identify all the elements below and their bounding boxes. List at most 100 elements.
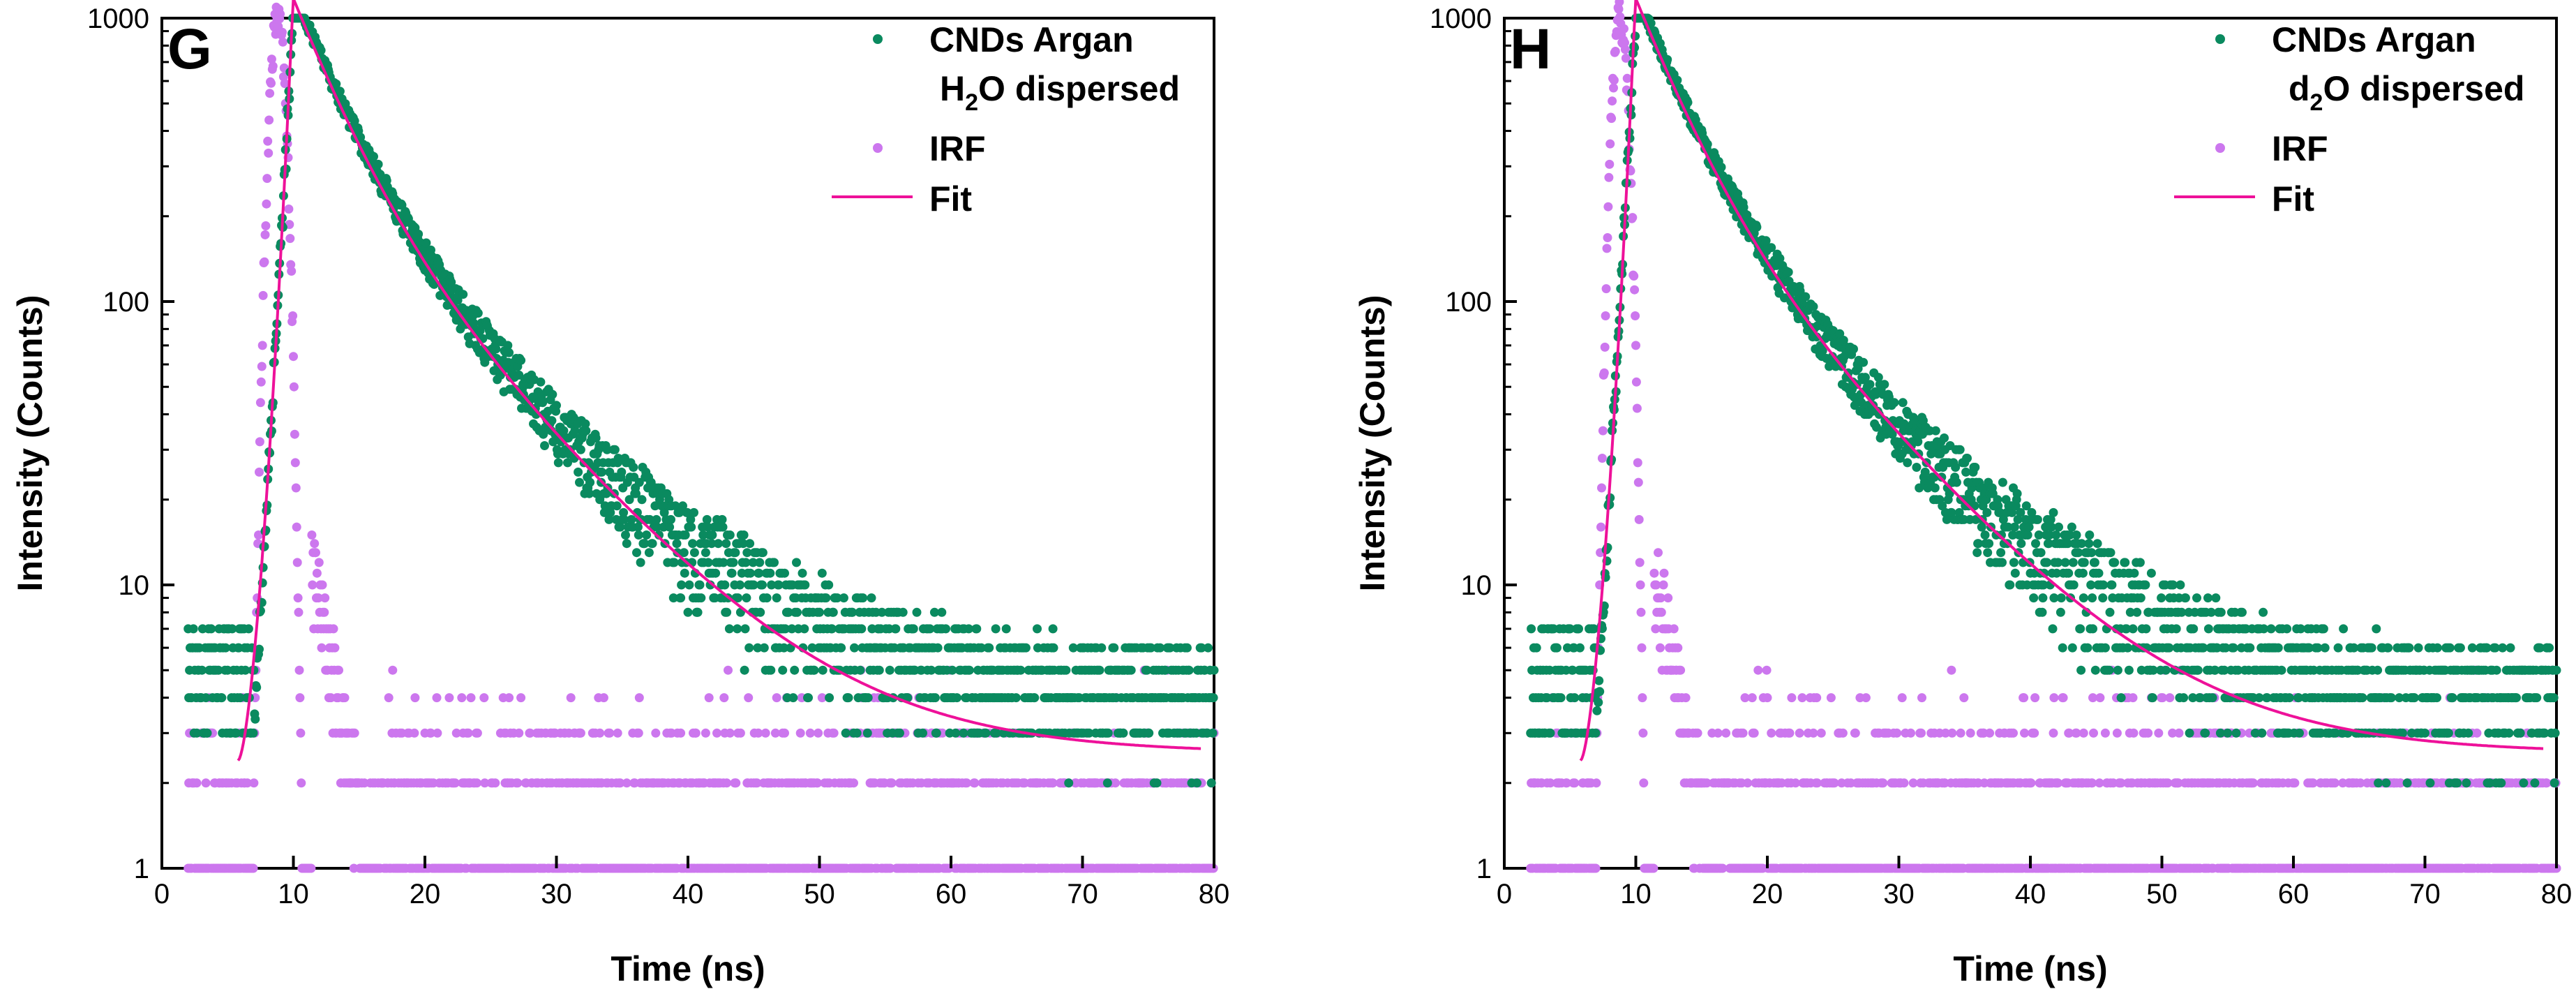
sample-point	[742, 593, 751, 603]
sample-point	[1064, 778, 1074, 788]
sample-point	[863, 693, 873, 703]
irf-point	[1631, 341, 1640, 350]
irf-point	[1762, 665, 1772, 675]
irf-point	[849, 778, 858, 788]
sample-point	[784, 607, 793, 617]
irf-point	[280, 79, 290, 89]
irf-point	[722, 778, 732, 788]
irf-point	[1605, 139, 1615, 149]
irf-point	[278, 27, 287, 37]
sample-point	[824, 580, 834, 590]
sample-point	[832, 593, 842, 603]
sample-point	[553, 458, 563, 468]
irf-point	[308, 580, 317, 590]
solvent-subscript: 2	[965, 89, 978, 116]
irf-point	[261, 221, 271, 230]
sample-point	[335, 87, 345, 96]
irf-point	[255, 467, 264, 477]
sample-point	[951, 728, 961, 738]
irf-point	[634, 728, 643, 738]
irf-point	[472, 728, 482, 738]
sample-point	[912, 607, 922, 617]
sample-point	[738, 539, 748, 549]
irf-point	[1809, 728, 1818, 738]
irf-point	[1628, 213, 1638, 223]
irf-point	[1838, 728, 1848, 738]
irf-point	[691, 728, 701, 738]
irf-point	[192, 778, 202, 788]
irf-point	[1637, 643, 1647, 653]
sample-point	[645, 514, 654, 524]
sample-point	[848, 607, 858, 617]
irf-point	[201, 778, 211, 788]
irf-point	[1749, 728, 1759, 738]
irf-point	[2330, 778, 2339, 788]
irf-point	[260, 257, 269, 267]
irf-point	[258, 290, 268, 300]
sample-point	[1061, 665, 1071, 675]
sample-point	[207, 624, 216, 634]
irf-point	[2154, 728, 2164, 738]
sample-point	[1021, 643, 1031, 653]
sample-point	[1097, 643, 1107, 653]
irf-point	[388, 665, 398, 675]
irf-point	[1899, 778, 1909, 788]
irf-point	[651, 728, 661, 738]
sample-point	[666, 514, 675, 524]
sample-point	[244, 624, 253, 634]
sample-point	[874, 665, 884, 675]
sample-point	[1204, 643, 1213, 653]
sample-point	[634, 530, 643, 540]
irf-point	[491, 778, 500, 788]
sample-point	[1118, 728, 1128, 738]
irf-point	[514, 728, 524, 738]
irf-point	[2049, 728, 2058, 738]
irf-point	[433, 728, 442, 738]
irf-point	[1656, 607, 1666, 617]
sample-point	[1182, 643, 1192, 653]
sample-point	[597, 467, 606, 477]
irf-point	[615, 778, 625, 788]
sample-point	[581, 419, 590, 429]
sample-point	[774, 580, 784, 590]
irf-point	[605, 728, 615, 738]
sample-point	[748, 558, 758, 567]
sample-point	[964, 624, 973, 634]
irf-point	[1636, 607, 1646, 617]
sample-point	[619, 507, 629, 517]
sample-point	[925, 624, 935, 634]
irf-point	[1654, 548, 1663, 558]
irf-point	[1658, 580, 1668, 590]
irf-point	[307, 530, 317, 540]
sample-point	[680, 530, 690, 540]
sample-point	[740, 665, 749, 675]
irf-point	[264, 148, 274, 158]
sample-point	[1206, 778, 1216, 788]
irf-point	[1633, 458, 1642, 468]
sample-point	[1049, 643, 1058, 653]
sample-point	[927, 665, 936, 675]
irf-point	[255, 398, 265, 408]
legend-label-fit: Fit	[929, 179, 972, 218]
sample-point	[850, 643, 859, 653]
sample-point	[733, 624, 742, 634]
irf-point	[1753, 665, 1763, 675]
irf-point	[1635, 580, 1645, 590]
irf-point	[249, 778, 259, 788]
sample-point	[790, 665, 800, 675]
irf-point	[296, 728, 306, 738]
irf-point	[410, 693, 420, 703]
sample-point	[765, 568, 775, 578]
sample-point	[627, 514, 636, 524]
irf-point	[1669, 624, 1679, 634]
sample-point	[631, 489, 641, 498]
irf-point	[724, 665, 733, 675]
irf-point	[970, 778, 980, 788]
irf-point	[289, 352, 298, 362]
sample-point	[620, 514, 629, 524]
sample-point	[1152, 778, 1162, 788]
sample-point	[929, 607, 939, 617]
sample-point	[779, 643, 789, 653]
sample-point	[895, 728, 904, 738]
